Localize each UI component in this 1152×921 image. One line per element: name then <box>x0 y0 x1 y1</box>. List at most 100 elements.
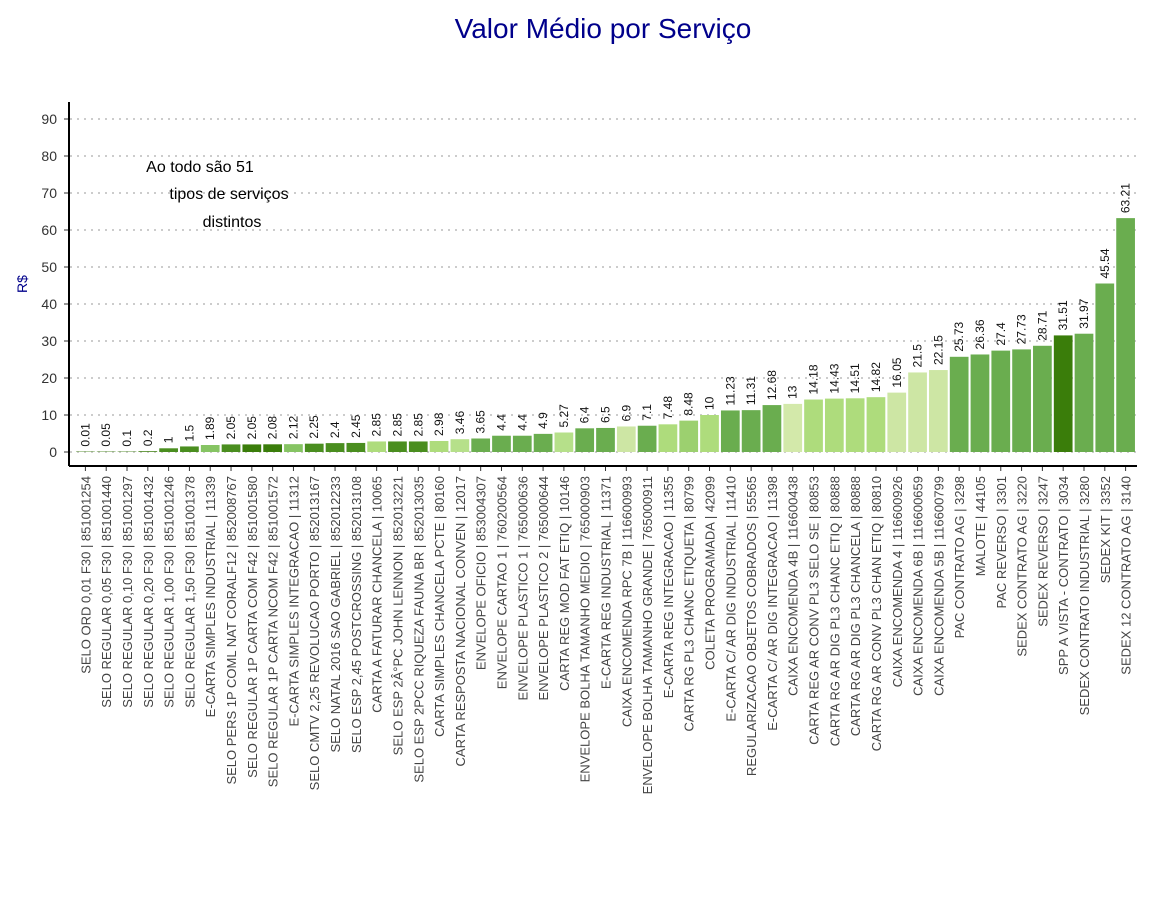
data-label: 0.2 <box>141 429 155 446</box>
data-label: 7.1 <box>640 404 654 421</box>
bar <box>741 410 761 452</box>
x-tick-label: CARTA REG AR CONV PL3 SELO SE | 80853 <box>807 476 822 745</box>
bar <box>575 428 595 452</box>
bar <box>658 424 678 452</box>
bar <box>908 372 927 452</box>
data-label: 14.82 <box>869 362 883 392</box>
bar <box>492 435 511 452</box>
data-label: 28.71 <box>1035 310 1049 340</box>
bar <box>845 398 865 452</box>
data-label: 11.31 <box>744 376 758 405</box>
data-label: 10 <box>703 396 717 410</box>
data-label: 7.48 <box>661 396 675 420</box>
bar <box>450 439 470 452</box>
x-tick-label: PAC REVERSO | 3301 <box>994 476 1009 608</box>
data-label: 5.27 <box>557 404 571 428</box>
data-label: 3.46 <box>453 411 467 435</box>
x-tick-label: SELO REGULAR 1,50 F30 | 851001378 <box>182 476 197 708</box>
bars <box>76 218 1135 452</box>
data-label: 4.4 <box>494 414 508 431</box>
bar <box>471 438 491 452</box>
bar <box>408 441 428 452</box>
data-label: 6.4 <box>578 406 592 423</box>
x-tick-label: E-CARTA REG INDUSTRIAL | 11371 <box>599 476 614 689</box>
x-tick-label: CAIXA ENCOMENDA 6B | 116600659 <box>911 476 926 696</box>
bar <box>762 405 782 452</box>
bar <box>700 415 719 452</box>
bar <box>929 370 948 452</box>
x-tick-label: SELO REGULAR 1P CARTA NCOM F42 | 8510015… <box>266 476 281 787</box>
bar <box>429 440 449 452</box>
data-label: 45.54 <box>1098 248 1112 278</box>
bar <box>388 441 407 452</box>
x-tick-label: ENVELOPE BOLHA TAMANHO GRANDE | 76500091… <box>640 476 655 794</box>
data-label: 8.48 <box>682 392 696 416</box>
data-label: 13 <box>786 385 800 399</box>
x-tick-label: E-CARTA REG INTEGRACAO | 11355 <box>661 476 676 698</box>
data-label: 11.23 <box>723 376 737 405</box>
data-label: 12.68 <box>765 370 779 400</box>
x-tick-label: SELO REGULAR 0,05 F30 | 851001440 <box>99 476 114 708</box>
data-label: 2.85 <box>370 413 384 437</box>
y-axis-ticks: 0 10 20 30 40 50 60 70 80 90 <box>41 111 69 460</box>
data-label: 31.51 <box>1056 300 1070 330</box>
data-label: 63.21 <box>1119 183 1133 213</box>
x-tick-label: CARTA SIMPLES CHANCELA PCTE | 80160 <box>432 476 447 737</box>
bar <box>221 444 241 452</box>
data-label: 2.4 <box>328 421 342 438</box>
data-label: 22.15 <box>931 335 945 365</box>
x-tick-label: SELO CMTV 2,25 REVOLUCAO PORTO | 8520131… <box>307 476 322 790</box>
annotation-line-3: distintos <box>203 214 262 231</box>
x-tick-label: CARTA RG AR CONV PL3 CHAN ETIQ | 80810 <box>869 476 884 751</box>
x-tick-label: SELO ESP 2PCC RIQUEZA FAUNA BR | 8520130… <box>411 476 426 783</box>
bar <box>1012 349 1031 452</box>
x-tick-label: E-CARTA SIMPLES INTEGRACAO | 11312 <box>286 476 301 726</box>
x-tick-label: REGULARIZACAO OBJETOS COBRADOS | 55565 <box>744 476 759 776</box>
x-tick-label: CARTA RG PL3 CHANC ETIQUETA | 80799 <box>682 476 697 732</box>
data-label: 2.05 <box>224 416 238 440</box>
data-label: 14.51 <box>848 363 862 393</box>
x-tick-label: CARTA A FATURAR CHANCELA | 10065 <box>370 476 385 713</box>
y-tick-label: 40 <box>41 296 57 312</box>
bar <box>887 392 907 452</box>
x-tick-label: CAIXA ENCOMENDA 4 | 116600926 <box>890 476 905 687</box>
x-tick-label: E-CARTA C/ AR DIG INDUSTRIAL | 11410 <box>723 476 738 722</box>
y-tick-label: 30 <box>41 333 57 349</box>
x-tick-label: CARTA REG MOD FAT ETIQ | 10146 <box>557 476 572 691</box>
x-tick-label: ENVELOPE PLASTICO 2 | 765000644 <box>536 476 551 701</box>
bar <box>970 354 990 452</box>
x-tick-label: SEDEX KIT | 3352 <box>1098 476 1113 583</box>
bar <box>949 356 969 452</box>
bar <box>200 445 220 452</box>
x-tick-label: ENVELOPE CARTAO 1 | 760200564 <box>494 476 509 689</box>
x-tick-label: SEDEX CONTRATO AG | 3220 <box>1015 476 1030 657</box>
x-tick-label: COLETA PROGRAMADA | 42099 <box>703 476 718 670</box>
bar <box>284 444 303 452</box>
bar <box>824 398 844 452</box>
chart-title: Valor Médio por Serviço <box>455 13 752 44</box>
x-tick-label: ENVELOPE PLASTICO 1 | 765000636 <box>515 476 530 701</box>
data-label: 0.05 <box>99 423 113 447</box>
data-label: 21.5 <box>911 344 925 368</box>
bar <box>263 444 282 452</box>
y-axis-label: R$ <box>14 275 30 293</box>
data-label: 31.97 <box>1077 298 1091 328</box>
annotation-line-2: tipos de serviços <box>169 186 288 203</box>
x-tick-label: CARTA RESPOSTA NACIONAL CONVEN | 12017 <box>453 476 468 766</box>
y-tick-label: 50 <box>41 259 57 275</box>
x-tick-label: ENVELOPE BOLHA TAMANHO MEDIO | 765000903 <box>578 476 593 782</box>
data-label: 0.1 <box>120 430 134 447</box>
bar <box>1033 345 1052 452</box>
x-tick-label: SELO REGULAR 1P CARTA COM F42 | 85100158… <box>245 476 260 778</box>
bar <box>346 442 366 452</box>
bar <box>679 420 699 452</box>
bar <box>242 444 262 452</box>
data-label: 27.4 <box>994 322 1008 346</box>
bar <box>783 403 803 452</box>
y-tick-label: 10 <box>41 407 57 423</box>
y-tick-label: 20 <box>41 370 57 386</box>
bar <box>866 397 886 452</box>
data-label: 2.12 <box>286 415 300 439</box>
y-tick-label: 60 <box>41 222 57 238</box>
